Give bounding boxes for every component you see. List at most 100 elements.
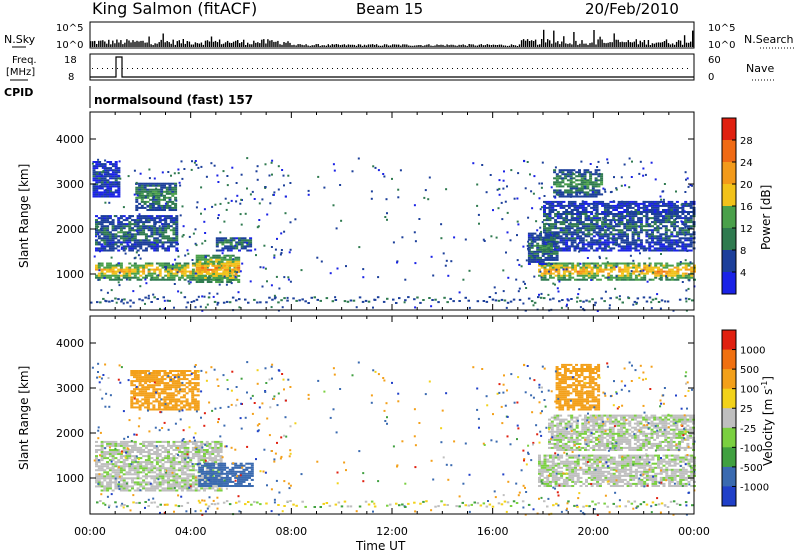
nave-dot xyxy=(337,68,338,69)
nsky-bar xyxy=(331,44,333,47)
power-cell xyxy=(681,274,685,277)
power-cell xyxy=(114,173,118,176)
power-scatter xyxy=(270,161,273,164)
power-cell xyxy=(230,274,234,277)
power-cell xyxy=(601,211,605,214)
power-cell xyxy=(631,206,635,209)
power-cell xyxy=(670,200,674,203)
power-cell xyxy=(645,213,649,216)
velocity-cell xyxy=(106,465,110,468)
nsky-bar xyxy=(639,40,641,47)
power-ground-cell xyxy=(138,298,141,301)
power-cell xyxy=(226,245,230,248)
velocity-cell xyxy=(161,483,165,486)
power-cell xyxy=(566,185,570,188)
power-cell xyxy=(566,175,570,178)
velocity-cell xyxy=(167,467,170,470)
velocity-cell xyxy=(136,449,140,452)
nave-tick-bottom: 0 xyxy=(708,72,714,83)
power-cell xyxy=(538,274,541,277)
power-cell xyxy=(228,274,232,277)
power-cell xyxy=(676,276,680,279)
velocity-cell xyxy=(167,455,170,458)
velocity-cell xyxy=(142,481,146,484)
power-cell xyxy=(553,191,557,194)
velocity-cell xyxy=(147,449,151,452)
velocity-cell xyxy=(155,483,159,486)
nsky-bar xyxy=(671,43,674,47)
power-cell xyxy=(147,243,151,246)
nave-dot xyxy=(92,68,93,69)
power-scatter xyxy=(562,268,565,271)
power-scatter xyxy=(204,232,207,234)
velocity-cell xyxy=(142,471,146,474)
power-cell xyxy=(111,229,115,232)
power-cell xyxy=(189,270,193,273)
velocity-cell xyxy=(153,487,157,490)
power-cell xyxy=(153,225,157,228)
nsky-bar xyxy=(579,43,581,47)
power-cell xyxy=(634,213,638,216)
date-title: 20/Feb/2010 xyxy=(585,0,679,18)
power-cell xyxy=(595,206,599,209)
power-cell xyxy=(601,204,605,207)
power-scatter xyxy=(235,182,238,184)
power-cell xyxy=(615,209,618,212)
power-cell xyxy=(165,182,169,185)
velocity-cell xyxy=(178,477,182,480)
power-cell xyxy=(581,223,585,226)
power-cell xyxy=(153,239,157,242)
power-scatter xyxy=(177,243,179,246)
power-cell xyxy=(615,215,618,218)
velocity-cell xyxy=(155,481,159,484)
velocity-cell xyxy=(169,465,173,468)
power-cell xyxy=(579,231,582,234)
power-cell xyxy=(103,231,107,234)
power-scatter xyxy=(194,160,197,162)
power-cell xyxy=(659,243,663,246)
power-scatter xyxy=(225,283,228,286)
power-cell xyxy=(567,237,571,240)
power-ground-cell xyxy=(162,296,165,299)
nsky-bar xyxy=(476,45,478,47)
power-cell xyxy=(223,270,227,273)
power-cell xyxy=(204,266,207,269)
power-scatter xyxy=(586,257,589,259)
power-cell xyxy=(595,221,599,224)
power-cell xyxy=(570,225,574,228)
power-ground-cell xyxy=(102,297,105,300)
velocity-cell xyxy=(108,467,112,470)
power-scatter xyxy=(632,259,635,262)
power-cell xyxy=(543,225,546,228)
power-cell xyxy=(592,241,596,244)
power-cell xyxy=(169,264,173,267)
velocity-cell xyxy=(95,465,98,468)
velocity-cell xyxy=(142,455,146,458)
power-cell xyxy=(128,249,132,252)
power-cell xyxy=(590,223,594,226)
power-scatter xyxy=(102,170,105,172)
power-scatter xyxy=(237,291,240,294)
power-cell xyxy=(128,225,132,228)
power-cell xyxy=(651,209,654,212)
nave-dot xyxy=(287,68,288,69)
power-scatter xyxy=(177,255,180,258)
power-scatter xyxy=(163,217,166,220)
power-cell xyxy=(117,183,121,186)
power-cell xyxy=(144,264,148,267)
power-cell xyxy=(586,169,590,172)
power-cell xyxy=(585,262,588,265)
power-cell xyxy=(161,229,165,232)
power-cell xyxy=(587,204,591,207)
nsky-bar xyxy=(543,29,545,47)
power-scatter xyxy=(195,244,198,247)
power-scatter xyxy=(477,213,480,216)
power-cell xyxy=(555,242,559,245)
power-cell xyxy=(670,276,674,279)
power-cell xyxy=(551,211,555,214)
colorbar-swatch xyxy=(722,162,736,185)
power-cell xyxy=(204,256,207,259)
power-cell xyxy=(620,223,624,226)
power-cell xyxy=(595,213,599,216)
power-cell xyxy=(228,264,232,267)
